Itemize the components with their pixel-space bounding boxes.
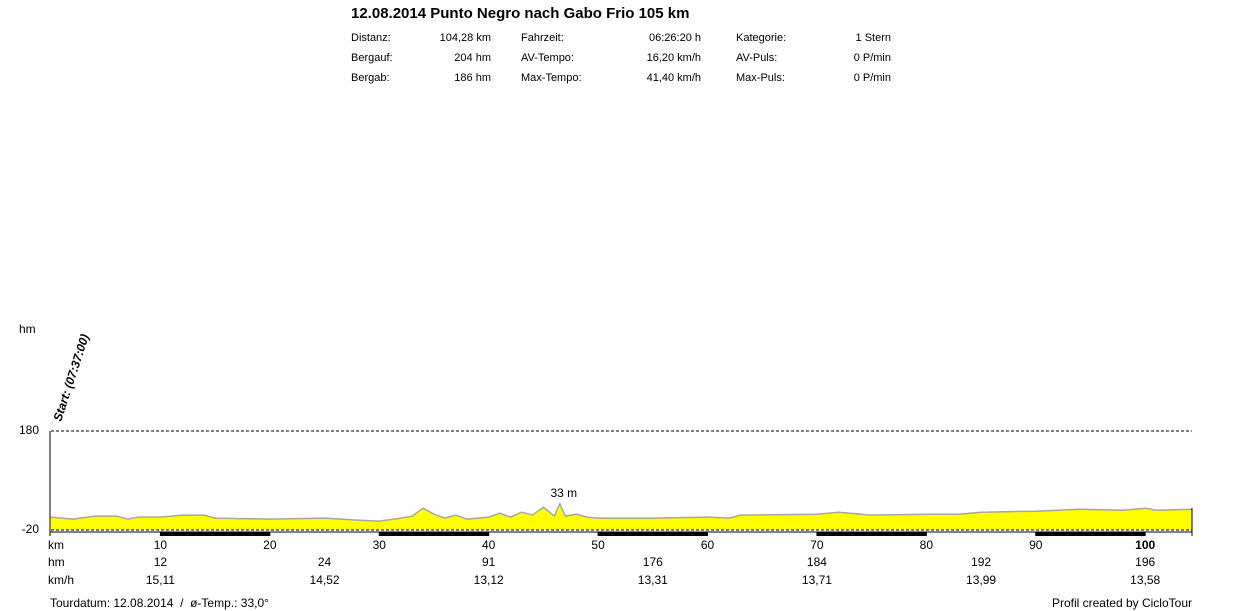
scale-bar bbox=[598, 532, 708, 536]
x-tick-label: 50 bbox=[591, 538, 605, 552]
x-tick-label: 90 bbox=[1029, 538, 1043, 552]
footer-right: Profil created by CicloTour bbox=[1052, 596, 1192, 610]
stat-value: 06:26:20 h bbox=[649, 32, 701, 44]
stat-value: 16,20 km/h bbox=[647, 52, 701, 64]
stat-label: AV-Tempo: bbox=[521, 52, 574, 64]
stat-label: Max-Tempo: bbox=[521, 72, 582, 84]
scale-bar bbox=[816, 532, 927, 536]
scale-bar bbox=[379, 532, 489, 536]
row-value: 91 bbox=[482, 555, 496, 569]
x-tick-label: 70 bbox=[810, 538, 824, 552]
row-value: 192 bbox=[971, 555, 991, 569]
scale-bar bbox=[1035, 532, 1146, 536]
stat-value: 0 P/min bbox=[854, 52, 891, 64]
row-value: 13,12 bbox=[474, 573, 504, 587]
stat-label: Max-Puls: bbox=[736, 72, 785, 84]
x-tick-label: 40 bbox=[482, 538, 496, 552]
stat-value: 104,28 km bbox=[440, 32, 491, 44]
scale-bar bbox=[160, 532, 270, 536]
x-tick-label: 20 bbox=[263, 538, 277, 552]
stat-value: 204 hm bbox=[454, 52, 491, 64]
stat-label: Bergauf: bbox=[351, 52, 393, 64]
row-value: 13,71 bbox=[802, 573, 832, 587]
stat-label: Bergab: bbox=[351, 72, 390, 84]
elevation-line bbox=[50, 501, 1193, 522]
elevation-area bbox=[51, 503, 1192, 530]
y-tick-label: 180 bbox=[19, 423, 39, 437]
stat-label: Fahrzeit: bbox=[521, 32, 564, 44]
y-tick-label: -20 bbox=[22, 522, 40, 536]
x-tick-label: 30 bbox=[373, 538, 387, 552]
stat-value: 41,40 km/h bbox=[647, 72, 701, 84]
row-value: 184 bbox=[807, 555, 827, 569]
row-value: 12 bbox=[154, 555, 168, 569]
row-value: 13,99 bbox=[966, 573, 996, 587]
title: 12.08.2014 Punto Negro nach Gabo Frio 10… bbox=[351, 5, 689, 22]
stat-value: 186 hm bbox=[454, 72, 491, 84]
row-label: hm bbox=[48, 555, 65, 569]
row-value: 176 bbox=[643, 555, 663, 569]
max-annotation: 33 m bbox=[550, 486, 577, 500]
stat-label: AV-Puls: bbox=[736, 52, 777, 64]
x-tick-label: 80 bbox=[920, 538, 934, 552]
row-value: 24 bbox=[318, 555, 332, 569]
stat-value: 0 P/min bbox=[854, 72, 891, 84]
x-axis-label: km bbox=[48, 538, 64, 552]
row-label: km/h bbox=[48, 573, 74, 587]
row-value: 14,52 bbox=[310, 573, 340, 587]
stat-label: Kategorie: bbox=[736, 32, 786, 44]
x-tick-label: 60 bbox=[701, 538, 715, 552]
y-axis-label: hm bbox=[19, 322, 36, 336]
stat-label: Distanz: bbox=[351, 32, 391, 44]
footer-left: Tourdatum: 12.08.2014 / ø-Temp.: 33,0° bbox=[50, 596, 269, 610]
row-value: 196 bbox=[1135, 555, 1155, 569]
x-tick-label: 100 bbox=[1135, 538, 1155, 552]
row-value: 13,31 bbox=[638, 573, 668, 587]
row-value: 13,58 bbox=[1130, 573, 1160, 587]
stat-value: 1 Stern bbox=[856, 32, 891, 44]
x-tick-label: 10 bbox=[154, 538, 168, 552]
row-value: 15,11 bbox=[146, 573, 175, 587]
